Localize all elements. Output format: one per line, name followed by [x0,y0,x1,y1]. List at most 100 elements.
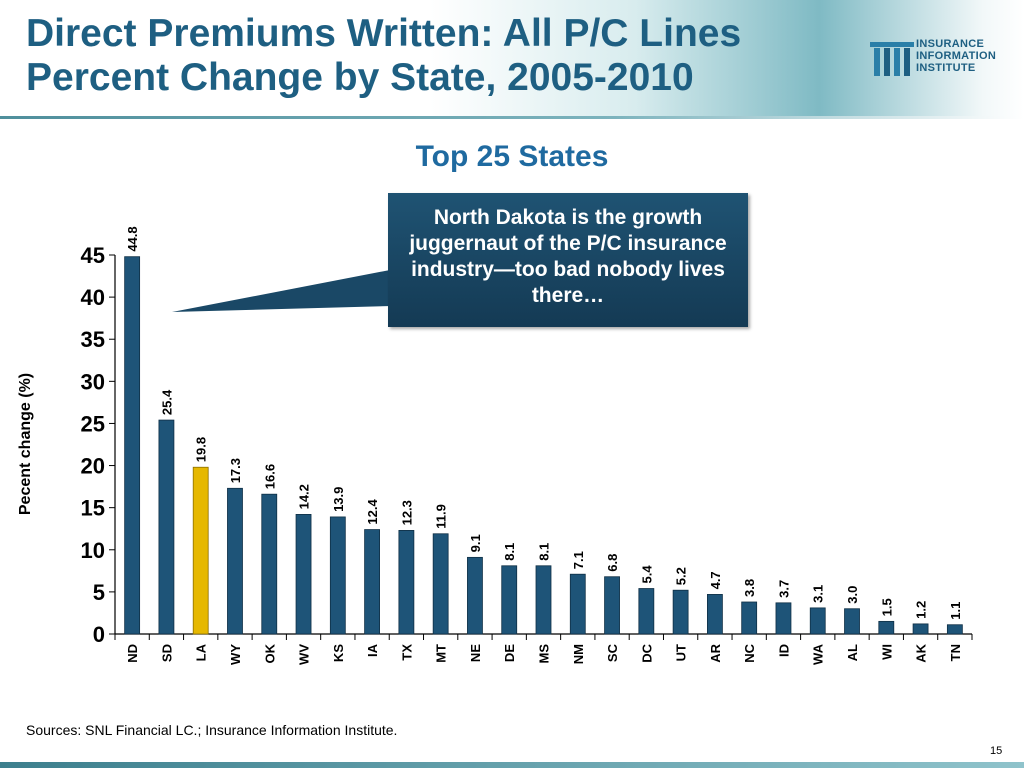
value-label-nm: 7.1 [571,551,586,569]
y-tick-label: 0 [93,622,105,647]
sources-note: Sources: SNL Financial LC.; Insurance In… [26,722,398,738]
category-label-wv: WV [297,644,312,665]
value-label-tn: 1.1 [948,602,963,620]
bar-sd [158,419,175,635]
y-tick-label: 35 [81,327,105,352]
callout-box: North Dakota is the growth juggernaut of… [388,193,748,327]
bar-id [775,602,792,635]
value-label-ms: 8.1 [537,543,552,561]
title-line-1: Direct Premiums Written: All P/C Lines [26,12,742,55]
logo-line-3: INSTITUTE [916,62,976,74]
y-axis-title: Pecent change (%) [17,373,34,515]
value-label-wy: 17.3 [228,458,243,483]
category-label-tx: TX [399,644,414,661]
value-label-ia: 12.4 [365,498,380,524]
y-tick-label: 10 [81,538,105,563]
value-label-wv: 14.2 [297,484,312,509]
category-label-al: AL [845,644,860,661]
category-label-ak: AK [914,643,929,662]
value-label-ar: 4.7 [708,571,723,589]
category-label-tn: TN [948,644,963,661]
value-label-nd: 44.8 [125,226,140,251]
y-tick-label: 40 [81,285,105,310]
value-label-ne: 9.1 [468,534,483,552]
chart-title: Top 25 States [415,140,609,173]
category-label-wy: WY [228,644,243,665]
bar-nd [124,256,141,635]
bar-ne [467,556,483,635]
category-label-id: ID [776,644,791,657]
category-label-ks: KS [331,644,346,662]
value-label-sd: 25.4 [159,389,174,415]
bar-mt [432,533,449,635]
value-label-ak: 1.2 [914,601,929,619]
bar-wi [878,620,895,635]
value-label-sc: 6.8 [605,554,620,572]
bar-ut [672,589,689,635]
value-label-de: 8.1 [502,543,517,561]
bar-ok [261,493,278,635]
value-label-ut: 5.2 [674,567,689,585]
callout-pointer [172,270,392,312]
category-label-dc: DC [639,643,654,662]
category-label-wi: WI [879,644,894,660]
value-label-id: 3.7 [776,580,791,598]
iii-logo-text: INSURANCE INFORMATION INSTITUTE [916,38,996,74]
category-label-wa: WA [811,643,826,665]
category-label-ms: MS [537,644,552,664]
page-number: 15 [990,745,1003,757]
y-tick-label: 45 [81,243,105,268]
category-label-de: DE [502,644,517,662]
category-label-nm: NM [571,644,586,664]
bar-wy [227,487,243,635]
value-label-nc: 3.8 [742,579,757,597]
header-divider [0,116,1024,119]
y-tick-label: 15 [81,496,105,521]
bar-tx [398,530,415,635]
bar-ia [364,529,381,635]
header-band [0,0,1024,118]
y-tick-label: 20 [81,454,105,479]
bar-de [501,565,518,635]
category-label-la: LA [194,643,209,661]
bar-ak [912,623,929,635]
category-label-sc: SC [605,643,620,662]
value-label-al: 3.0 [845,586,860,604]
category-label-ut: UT [674,644,689,661]
bar-tn [946,624,963,635]
category-label-ia: IA [365,643,380,657]
y-tick-label: 5 [93,580,105,605]
category-label-nd: ND [125,644,140,663]
value-label-wi: 1.5 [879,598,894,616]
iii-logo-icon [870,42,914,76]
value-label-ok: 16.6 [262,464,277,489]
bar-nc [741,601,758,635]
bar-dc [638,588,655,635]
footer-bar [0,762,1024,768]
bar-ms [535,565,552,635]
y-tick-label: 30 [81,369,105,394]
category-label-ar: AR [708,643,723,662]
bar-wv [295,514,312,635]
bar-la [192,466,209,635]
value-label-dc: 5.4 [639,565,654,584]
bar-nm [569,573,586,635]
category-label-ok: OK [262,643,277,663]
bar-ar [707,594,723,635]
logo-line-2: INFORMATION [916,50,997,62]
value-label-mt: 11.9 [434,504,449,529]
value-label-wa: 3.1 [811,585,826,603]
bar-al [844,608,860,635]
category-label-nc: NC [742,643,757,662]
iii-logo: INSURANCE INFORMATION INSTITUTE [870,38,1020,78]
title-line-2: Percent Change by State, 2005-2010 [26,56,694,99]
value-label-ks: 13.9 [331,487,346,512]
value-label-tx: 12.3 [399,500,414,525]
bar-sc [604,576,620,635]
category-label-sd: SD [159,644,174,662]
bar-chart: 0 5 10 15 20 25 30 35 40 45 Pecent change (%) 44.8 N… [17,226,973,665]
slide-title: Direct Premiums Written: All P/C Lines P… [26,12,846,100]
category-label-ne: NE [468,644,483,662]
y-tick-label: 25 [81,411,105,436]
category-label-mt: MT [434,644,449,663]
